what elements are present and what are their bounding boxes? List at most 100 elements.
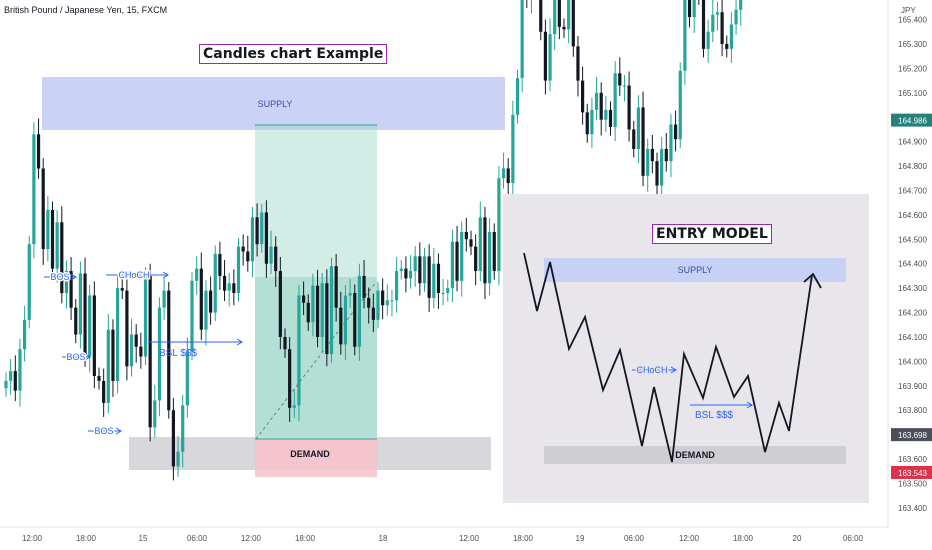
candle (474, 246, 478, 272)
candle (390, 300, 394, 302)
candle (543, 31, 547, 81)
price-tick-label: 164.900 (898, 138, 927, 147)
time-tick-label: 12:00 (679, 534, 700, 543)
price-tick-label: 163.900 (898, 382, 927, 391)
candle (627, 85, 631, 130)
candle (427, 256, 431, 298)
bos-label-3: BOS (94, 426, 113, 436)
candle (111, 329, 115, 381)
candle (260, 212, 264, 245)
candle (520, 0, 524, 79)
price-tick-label: 164.500 (898, 235, 927, 244)
candle (302, 295, 306, 303)
candle (325, 283, 329, 355)
time-tick-label: 18:00 (513, 534, 534, 543)
time-tick-label: 12:00 (22, 534, 43, 543)
candle (120, 288, 124, 291)
entry-model-supply-label: SUPPLY (678, 265, 713, 275)
candle (557, 0, 561, 27)
candle (604, 109, 608, 120)
candle (246, 251, 250, 262)
time-tick-label: 06:00 (624, 534, 645, 543)
entry-model-demand-label: DEMAND (675, 450, 715, 460)
price-tick-label: 165.300 (898, 40, 927, 49)
candle (469, 239, 473, 247)
candle (650, 148, 654, 162)
time-tick-label: 18:00 (733, 534, 754, 543)
candle (213, 253, 217, 313)
candle (371, 307, 375, 320)
entry-model-title: ENTRY MODEL (652, 224, 772, 244)
candle (92, 295, 96, 377)
price-tick-label: 164.800 (898, 162, 927, 171)
candle (292, 405, 296, 408)
candle (436, 263, 441, 294)
entry-model-demand (544, 446, 846, 464)
candle (264, 212, 268, 264)
supply-zone-label: SUPPLY (258, 99, 293, 109)
candle (655, 161, 659, 186)
candle (134, 334, 138, 347)
candle (83, 273, 87, 357)
candle (209, 290, 213, 313)
candle (102, 380, 106, 403)
candle (515, 78, 520, 115)
candle (357, 275, 361, 347)
price-tick-label: 164.400 (898, 260, 927, 269)
price-tick-label: 165.400 (898, 16, 927, 25)
symbol-title: British Pound / Japanese Yen, 15, FXCM (4, 5, 168, 15)
candle (678, 70, 682, 140)
candle (171, 410, 175, 467)
candle (618, 73, 622, 86)
price-marker (891, 113, 932, 127)
currency-label: JPY (901, 6, 916, 15)
candle (581, 80, 585, 113)
candle (13, 371, 17, 391)
candle (334, 266, 338, 308)
candle (608, 109, 613, 127)
candle (143, 275, 148, 357)
candle (64, 271, 69, 294)
candle (460, 231, 464, 281)
candle (4, 380, 8, 389)
price-tick-label: 163.500 (898, 479, 927, 488)
candle (69, 271, 73, 308)
candle (669, 124, 673, 162)
entry-model-choch-label: CHoCH (636, 365, 667, 375)
price-tick-label: 164.600 (898, 211, 927, 220)
candle (18, 349, 22, 391)
candle (55, 222, 59, 269)
candle (706, 31, 710, 49)
candle (432, 263, 436, 298)
candle (167, 290, 171, 411)
candle (60, 222, 64, 294)
price-tick-label: 163.800 (898, 406, 927, 415)
price-marker-label: 163.698 (898, 431, 927, 440)
candle (613, 73, 617, 127)
time-tick-label: 18 (379, 534, 388, 543)
candle (222, 275, 227, 291)
candle (576, 46, 580, 81)
time-tick-label: 06:00 (843, 534, 864, 543)
time-tick-label: 15 (139, 534, 148, 543)
bsl-line-head (236, 338, 243, 346)
price-tick-label: 163.400 (898, 504, 927, 513)
time-tick-label: 06:00 (187, 534, 208, 543)
candle (162, 290, 166, 308)
candle (711, 14, 715, 32)
candle (399, 268, 403, 272)
candle (571, 0, 575, 47)
candle (311, 285, 315, 323)
candle (232, 283, 236, 294)
candle (422, 256, 427, 284)
candle (622, 85, 627, 87)
candle (185, 351, 189, 406)
candle (553, 0, 557, 35)
price-marker-label: 164.986 (898, 117, 927, 126)
price-tick-label: 164.000 (898, 357, 927, 366)
entry-model-bsl-line-head (746, 401, 753, 409)
candle (236, 246, 241, 294)
price-tick-label: 165.100 (898, 89, 927, 98)
